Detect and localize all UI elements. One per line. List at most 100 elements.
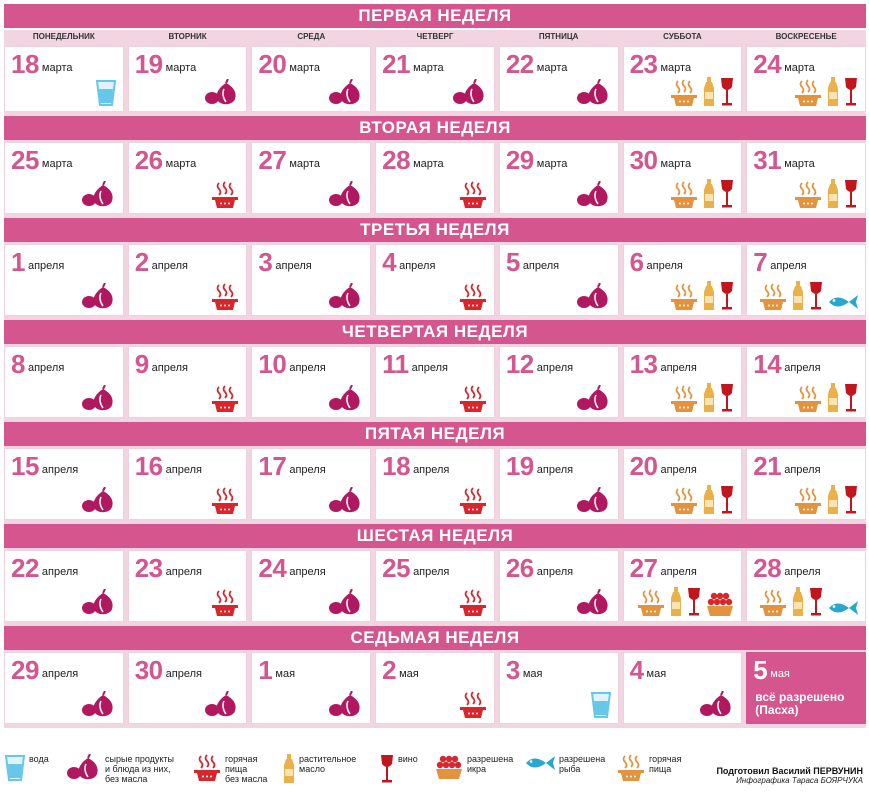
day-date: 19 апреля	[506, 453, 573, 485]
day-month: апреля	[27, 260, 65, 272]
day-month: марта	[784, 158, 815, 170]
week-block: СЕДЬМАЯ НЕДЕЛЯ 29 апреля 30 апреля 1 мая 2 мая 3 м…	[4, 626, 866, 728]
day-number: 20	[629, 451, 658, 481]
day-date: 30 марта	[630, 147, 692, 179]
day-cell: 22 апреля	[4, 550, 124, 622]
wine-icon	[719, 179, 735, 209]
day-month: марта	[41, 62, 73, 74]
raw-food-icon	[576, 79, 612, 107]
week-block: ШЕСТАЯ НЕДЕЛЯ 22 апреля 23 апреля 24 апреля 25 а…	[4, 524, 866, 626]
legend-item: горячая пища	[616, 754, 681, 782]
day-date: 2 апреля	[135, 249, 188, 281]
day-icons	[204, 79, 240, 107]
day-month: апреля	[275, 260, 312, 272]
caviar-icon	[434, 754, 464, 780]
day-number: 9	[134, 349, 149, 379]
day-date: 12 апреля	[506, 351, 573, 383]
day-number: 28	[382, 145, 411, 175]
day-month: апреля	[151, 260, 188, 272]
day-cell: 28 марта	[375, 142, 495, 214]
week-block: ПЯТАЯ НЕДЕЛЯ 15 апреля 16 апреля 17 апреля 18 ап…	[4, 422, 866, 524]
day-number: 6	[629, 247, 644, 277]
day-cell: 30 апреля	[127, 652, 248, 724]
day-month: апреля	[784, 362, 821, 374]
day-cell: 29 марта	[498, 142, 619, 214]
day-date: 5 апреля	[506, 249, 559, 281]
wine-icon	[843, 77, 859, 107]
raw-food-icon	[81, 487, 117, 515]
day-cell: 15 апреля	[4, 448, 124, 520]
day-date: 20 апреля	[630, 453, 697, 485]
day-month: апреля	[289, 362, 326, 374]
hot-food-icon	[210, 283, 240, 311]
day-number: 23	[134, 553, 163, 583]
day-number: 4	[382, 247, 397, 277]
day-number: 16	[134, 451, 163, 481]
day-number: 15	[11, 451, 39, 481]
wine-icon	[719, 77, 735, 107]
day-cell: 17 апреля	[251, 448, 372, 520]
hot-food-icon	[458, 691, 488, 719]
day-month: апреля	[165, 566, 202, 578]
day-date: 25 апреля	[382, 555, 449, 587]
hot-food-icon	[192, 754, 222, 782]
day-number: 3	[258, 247, 273, 277]
day-number: 31	[753, 145, 782, 175]
oil-icon	[702, 485, 716, 515]
credits: Подготовил Василий ПЕРВУНИН Инфографика …	[716, 766, 863, 785]
day-month: марта	[536, 62, 568, 74]
day-number: 12	[505, 349, 534, 379]
day-month: апреля	[151, 362, 188, 374]
day-cell: 16 апреля	[127, 448, 248, 520]
raw-food-icon	[576, 181, 612, 209]
wine-icon	[719, 281, 735, 311]
days-row: 29 апреля 30 апреля 1 мая 2 мая 3 мая 4 мая 5 мая всё …	[4, 650, 866, 728]
day-icons	[81, 589, 117, 617]
day-month: апреля	[536, 362, 574, 374]
hot-food-icon	[210, 589, 240, 617]
day-month: апреля	[660, 464, 697, 476]
hot-food-oil-icon	[793, 181, 823, 209]
day-icons	[669, 179, 735, 209]
day-month: апреля	[784, 566, 821, 578]
day-date: 18 марта	[11, 51, 73, 83]
oil-icon	[826, 383, 840, 413]
days-row: 25 марта 26 марта 27 марта 28 марта 29 марта 30 мар…	[4, 140, 866, 218]
wine-icon	[719, 485, 735, 515]
day-icons	[328, 487, 364, 515]
day-header-row: ПОНЕДЕЛЬНИК ВТОРНИК СРЕДА ЧЕТВЕРГ ПЯТНИЦА СУБ…	[4, 30, 866, 44]
day-month: апреля	[660, 566, 697, 578]
day-number: 23	[629, 49, 658, 79]
day-month: марта	[289, 158, 320, 170]
credit-infographic: Инфографика Тараса БОЯРЧУКА	[736, 776, 863, 785]
hot-food-icon	[210, 487, 240, 515]
wine-icon	[686, 587, 702, 617]
day-date: 10 апреля	[258, 351, 325, 383]
day-icons	[576, 283, 612, 311]
day-icons	[210, 385, 240, 413]
caviar-icon	[705, 591, 735, 617]
day-icons	[793, 77, 859, 107]
day-number: 4	[629, 655, 644, 685]
day-month: апреля	[399, 260, 436, 272]
day-month: мая	[399, 668, 419, 680]
hot-food-oil-icon	[758, 283, 788, 311]
day-icons	[328, 79, 364, 107]
raw-food-icon	[576, 283, 612, 311]
day-icons	[328, 181, 364, 209]
raw-food-icon	[328, 691, 364, 719]
day-of-week-header: ПЯТНИЦА	[538, 32, 579, 41]
day-number: 14	[753, 349, 782, 379]
day-cell: 25 марта	[4, 142, 124, 214]
day-cell: 5 апреля	[498, 244, 619, 316]
day-cell: 18 марта	[4, 46, 124, 112]
day-month: апреля	[165, 668, 202, 680]
day-month: марта	[660, 158, 692, 170]
raw-food-icon	[81, 385, 117, 413]
day-number: 2	[382, 655, 397, 685]
day-icons	[576, 487, 612, 515]
day-date: 13 апреля	[630, 351, 697, 383]
day-date: 22 апреля	[11, 555, 78, 587]
week-title: ШЕСТАЯ НЕДЕЛЯ	[4, 524, 866, 548]
wine-icon	[808, 587, 824, 617]
